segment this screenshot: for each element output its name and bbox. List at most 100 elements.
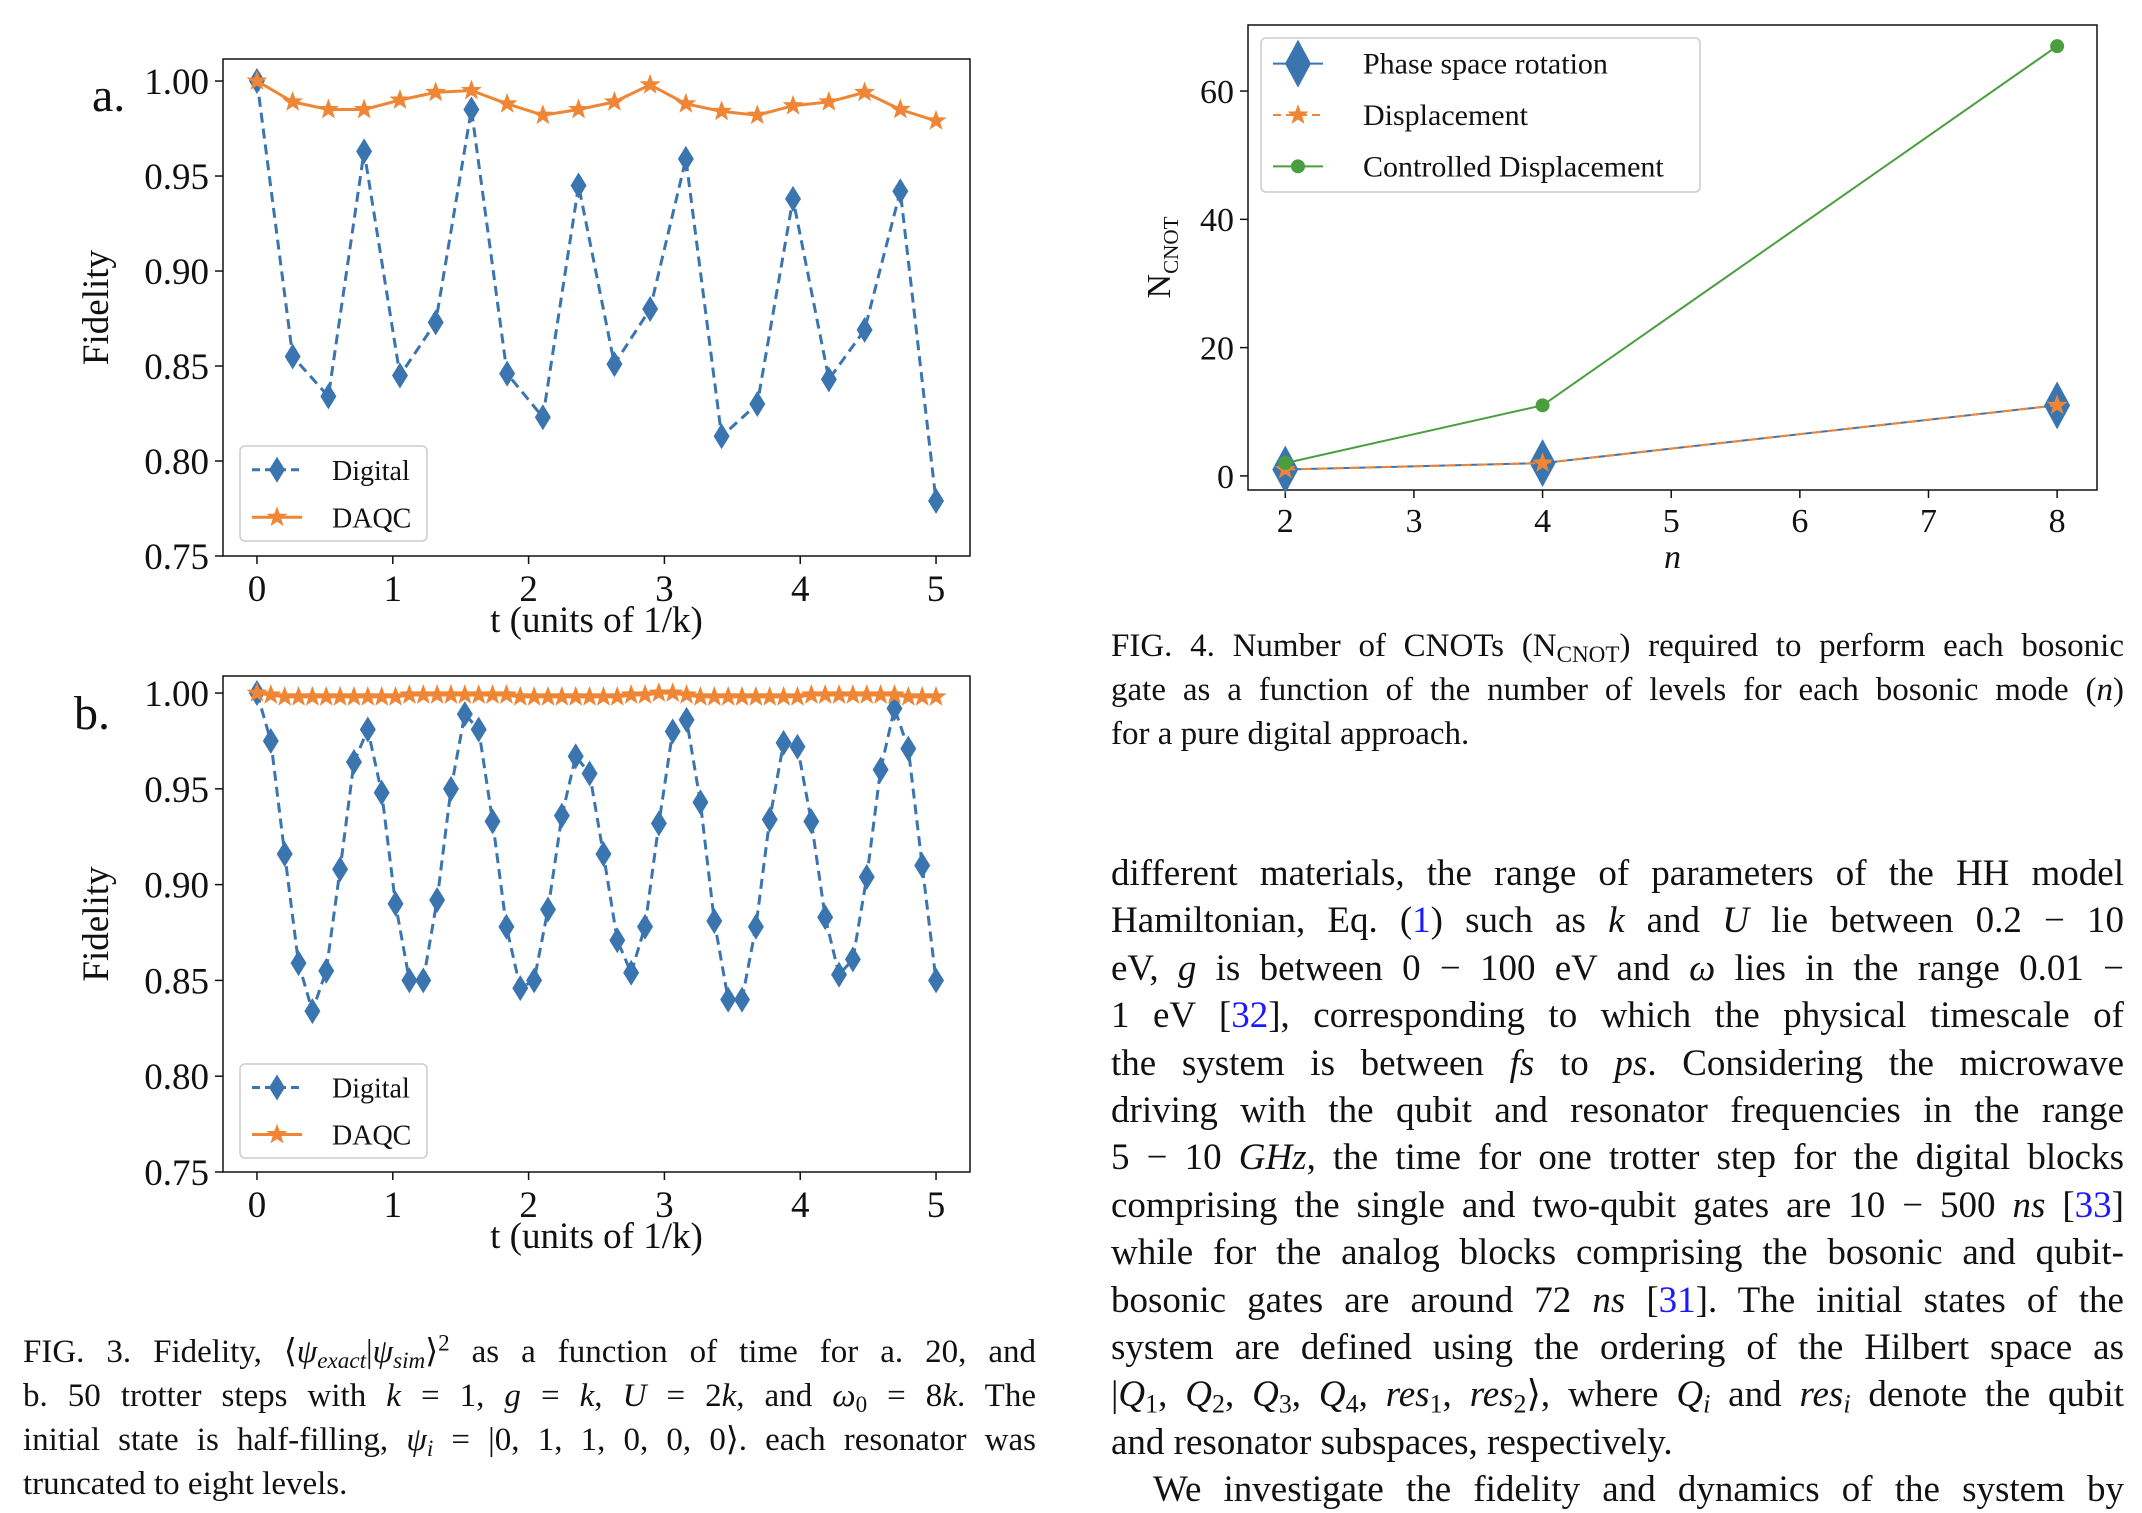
citation-link[interactable]: 32 bbox=[1231, 995, 1269, 1037]
y-axis-label: Fidelity bbox=[76, 249, 117, 365]
data-point bbox=[872, 756, 889, 783]
data-point bbox=[844, 946, 861, 973]
text-run: comprising the single and two-qubit gate… bbox=[1111, 1184, 2013, 1226]
text-run: ⟩, where bbox=[1526, 1374, 1677, 1416]
text-run: different materials, the range of parame… bbox=[1111, 853, 2124, 894]
plot-frame bbox=[222, 58, 971, 557]
text-run: ω bbox=[832, 1378, 856, 1414]
data-point bbox=[914, 852, 931, 879]
citation-link[interactable]: 33 bbox=[2074, 1184, 2112, 1226]
data-point bbox=[856, 684, 878, 704]
data-point bbox=[897, 685, 919, 706]
data-point bbox=[320, 383, 337, 410]
data-point bbox=[870, 684, 892, 704]
x-tick-label: 3 bbox=[1405, 503, 1422, 540]
data-point bbox=[678, 706, 695, 733]
data-point bbox=[456, 701, 473, 728]
series-digital bbox=[248, 680, 945, 1025]
legend: Phase space rotation Displacement Controll… bbox=[1260, 37, 1701, 193]
data-point bbox=[568, 98, 589, 119]
series-daqc bbox=[246, 682, 947, 706]
data-point bbox=[831, 961, 848, 988]
data-point bbox=[884, 684, 905, 704]
text-run: Q bbox=[1318, 1374, 1346, 1416]
legend-marker-diamond-icon bbox=[269, 1074, 285, 1101]
citation-link[interactable]: 1 bbox=[1412, 900, 1431, 942]
text-line: |Q1, Q2, Q3, Q4, res1, res2⟩, where Qi a… bbox=[1111, 1371, 2124, 1418]
data-point bbox=[648, 682, 670, 702]
text-run: i bbox=[1843, 1389, 1851, 1419]
legend-marker-diamond-icon bbox=[269, 456, 285, 483]
text-line: We investigate the fidelity and dynamics… bbox=[1111, 1466, 2124, 1513]
text-run: k bbox=[386, 1378, 401, 1414]
text-line: FIG. 4. Number of CNOTs (NCNOT) required… bbox=[1111, 624, 2124, 668]
data-point bbox=[426, 684, 448, 704]
y-tick-label: 40 bbox=[1200, 202, 1234, 239]
data-point bbox=[620, 684, 642, 704]
text-run: = 1, bbox=[400, 1378, 505, 1414]
text-line: FIG. 3. Fidelity, ⟨ψexact|ψsim⟩2 as a fu… bbox=[23, 1330, 1036, 1374]
text-line: while for the analog blocks comprising t… bbox=[1111, 1229, 2124, 1276]
data-point bbox=[639, 73, 661, 94]
data-point bbox=[1535, 398, 1550, 413]
data-point bbox=[415, 967, 432, 994]
data-point bbox=[789, 733, 806, 760]
data-point bbox=[928, 967, 945, 994]
text-run: g bbox=[504, 1378, 521, 1414]
data-point bbox=[749, 391, 766, 418]
x-tick-label: 2 bbox=[1277, 503, 1294, 540]
data-point bbox=[332, 856, 349, 883]
series-controlled-displacement bbox=[1278, 39, 2065, 471]
legend-marker-bigdiamond-icon bbox=[1285, 39, 1311, 88]
figure-3-caption: FIG. 3. Fidelity, ⟨ψexact|ψsim⟩2 as a fu… bbox=[23, 1330, 1036, 1506]
x-axis-label: n bbox=[1664, 539, 1681, 576]
data-point bbox=[606, 685, 628, 706]
data-point bbox=[391, 362, 408, 389]
y-axis-label-main: Fidelity bbox=[76, 249, 117, 365]
y-tick-label: 0.95 bbox=[144, 157, 209, 198]
series-daqc bbox=[246, 70, 947, 130]
text-run: , bbox=[1442, 1374, 1470, 1416]
citation-link[interactable]: 31 bbox=[1658, 1279, 1696, 1321]
text-run: , the time for one trotter step for the … bbox=[1306, 1137, 2124, 1179]
text-run: denote the qubit bbox=[1850, 1374, 2125, 1416]
x-tick-label: 5 bbox=[927, 569, 946, 610]
x-tick-label: 3 bbox=[655, 1185, 674, 1226]
text-run: 5 − 10 bbox=[1111, 1137, 1239, 1179]
text-run: k bbox=[942, 1378, 957, 1414]
data-point bbox=[440, 684, 462, 704]
text-run: , bbox=[1224, 1374, 1253, 1416]
data-point bbox=[889, 98, 911, 119]
legend-marker-star-icon bbox=[1287, 104, 1309, 124]
data-point bbox=[1278, 456, 1293, 471]
data-point bbox=[460, 79, 482, 100]
text-run: ) required to perform each bosonic bbox=[1619, 628, 2124, 664]
data-point bbox=[496, 684, 517, 704]
data-point bbox=[854, 81, 876, 102]
y-tick-label: 0.85 bbox=[144, 961, 209, 1002]
data-point bbox=[523, 685, 545, 706]
y-tick-label: 0.90 bbox=[144, 252, 209, 293]
data-point bbox=[2050, 39, 2065, 54]
y-tick-label: 0.75 bbox=[144, 537, 209, 578]
data-point bbox=[676, 684, 697, 704]
data-point bbox=[820, 366, 837, 393]
text-run: and bbox=[1710, 1374, 1800, 1416]
data-point bbox=[371, 685, 393, 706]
data-point bbox=[773, 685, 795, 706]
data-point bbox=[329, 685, 351, 706]
data-point bbox=[759, 685, 781, 706]
series-digital bbox=[248, 68, 945, 514]
y-tick-label: 60 bbox=[1200, 74, 1234, 111]
data-point bbox=[301, 685, 323, 706]
y-tick-label: 0.75 bbox=[144, 1153, 209, 1194]
x-tick-label: 4 bbox=[791, 569, 810, 610]
data-point bbox=[856, 316, 873, 343]
data-point bbox=[692, 789, 709, 816]
text-run: bosonic gates are around 72 bbox=[1111, 1279, 1593, 1321]
data-point bbox=[429, 886, 446, 913]
text-run: for a pure digital approach. bbox=[1111, 716, 1470, 752]
text-run: and bbox=[1624, 900, 1723, 942]
text-run: exact bbox=[317, 1346, 366, 1373]
data-point bbox=[595, 840, 612, 867]
